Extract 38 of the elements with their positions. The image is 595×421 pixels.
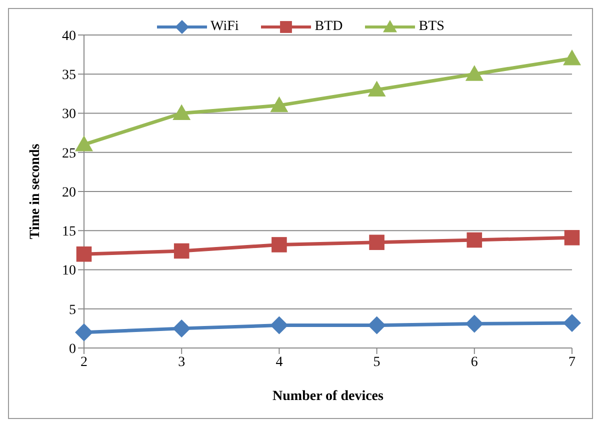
point (563, 314, 581, 332)
y-tick-label: 30 (62, 107, 76, 122)
point (75, 323, 93, 342)
x-tick-label: 7 (568, 354, 576, 370)
x-tick-label: 5 (373, 354, 380, 370)
legend-label: BTD (314, 19, 343, 35)
point (369, 234, 384, 250)
point (465, 65, 484, 81)
y-tick-label: 0 (69, 342, 76, 357)
y-tick-label: 20 (62, 185, 76, 200)
x-tick-label: 3 (178, 354, 186, 370)
y-tick-label: 40 (62, 28, 76, 44)
point (564, 230, 580, 246)
point (174, 243, 190, 259)
point (368, 80, 386, 97)
point (172, 104, 191, 120)
y-tick-label: 25 (62, 146, 76, 162)
point (368, 316, 386, 334)
x-tick-label: 2 (80, 354, 88, 370)
point (272, 237, 287, 252)
y-tick-label: 15 (62, 224, 76, 240)
point (172, 319, 191, 338)
y-tick-label: 35 (62, 68, 76, 84)
point (466, 232, 482, 248)
y-tick-label: 5 (69, 302, 76, 318)
x-tick-label: 6 (470, 354, 478, 370)
legend-label: WiFi (210, 19, 239, 35)
point (75, 136, 93, 152)
point (563, 49, 581, 66)
x-tick-label: 4 (276, 354, 283, 370)
point (270, 96, 288, 112)
legend-label: BTS (418, 19, 444, 35)
x-axis-title: Number of devices (272, 389, 384, 404)
y-axis-title: Time in seconds (28, 143, 43, 240)
point (270, 316, 288, 334)
point (465, 314, 484, 333)
point (76, 246, 92, 262)
y-tick-label: 10 (62, 264, 76, 279)
